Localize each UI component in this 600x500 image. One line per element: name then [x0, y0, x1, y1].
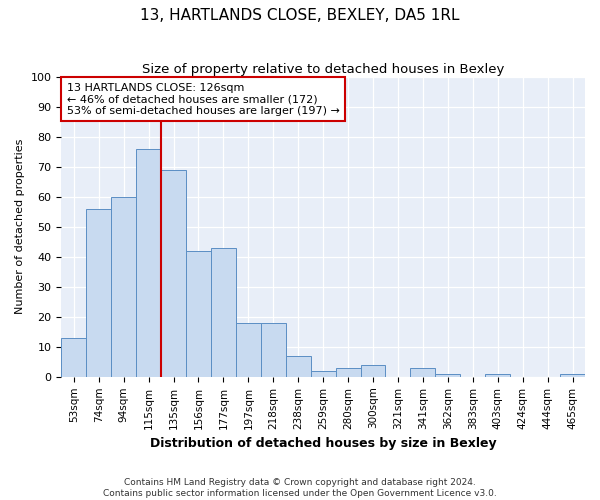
- Bar: [286, 356, 311, 377]
- Bar: [61, 338, 86, 377]
- Bar: [560, 374, 585, 377]
- Bar: [311, 371, 335, 377]
- Bar: [335, 368, 361, 377]
- Bar: [261, 323, 286, 377]
- Bar: [361, 365, 385, 377]
- Bar: [236, 323, 261, 377]
- X-axis label: Distribution of detached houses by size in Bexley: Distribution of detached houses by size …: [150, 437, 496, 450]
- Bar: [136, 148, 161, 377]
- Bar: [111, 196, 136, 377]
- Bar: [186, 251, 211, 377]
- Bar: [410, 368, 436, 377]
- Text: 13, HARTLANDS CLOSE, BEXLEY, DA5 1RL: 13, HARTLANDS CLOSE, BEXLEY, DA5 1RL: [140, 8, 460, 22]
- Title: Size of property relative to detached houses in Bexley: Size of property relative to detached ho…: [142, 62, 505, 76]
- Bar: [485, 374, 510, 377]
- Bar: [86, 208, 111, 377]
- Text: Contains HM Land Registry data © Crown copyright and database right 2024.
Contai: Contains HM Land Registry data © Crown c…: [103, 478, 497, 498]
- Bar: [211, 248, 236, 377]
- Bar: [436, 374, 460, 377]
- Bar: [161, 170, 186, 377]
- Y-axis label: Number of detached properties: Number of detached properties: [15, 139, 25, 314]
- Text: 13 HARTLANDS CLOSE: 126sqm
← 46% of detached houses are smaller (172)
53% of sem: 13 HARTLANDS CLOSE: 126sqm ← 46% of deta…: [67, 82, 340, 116]
